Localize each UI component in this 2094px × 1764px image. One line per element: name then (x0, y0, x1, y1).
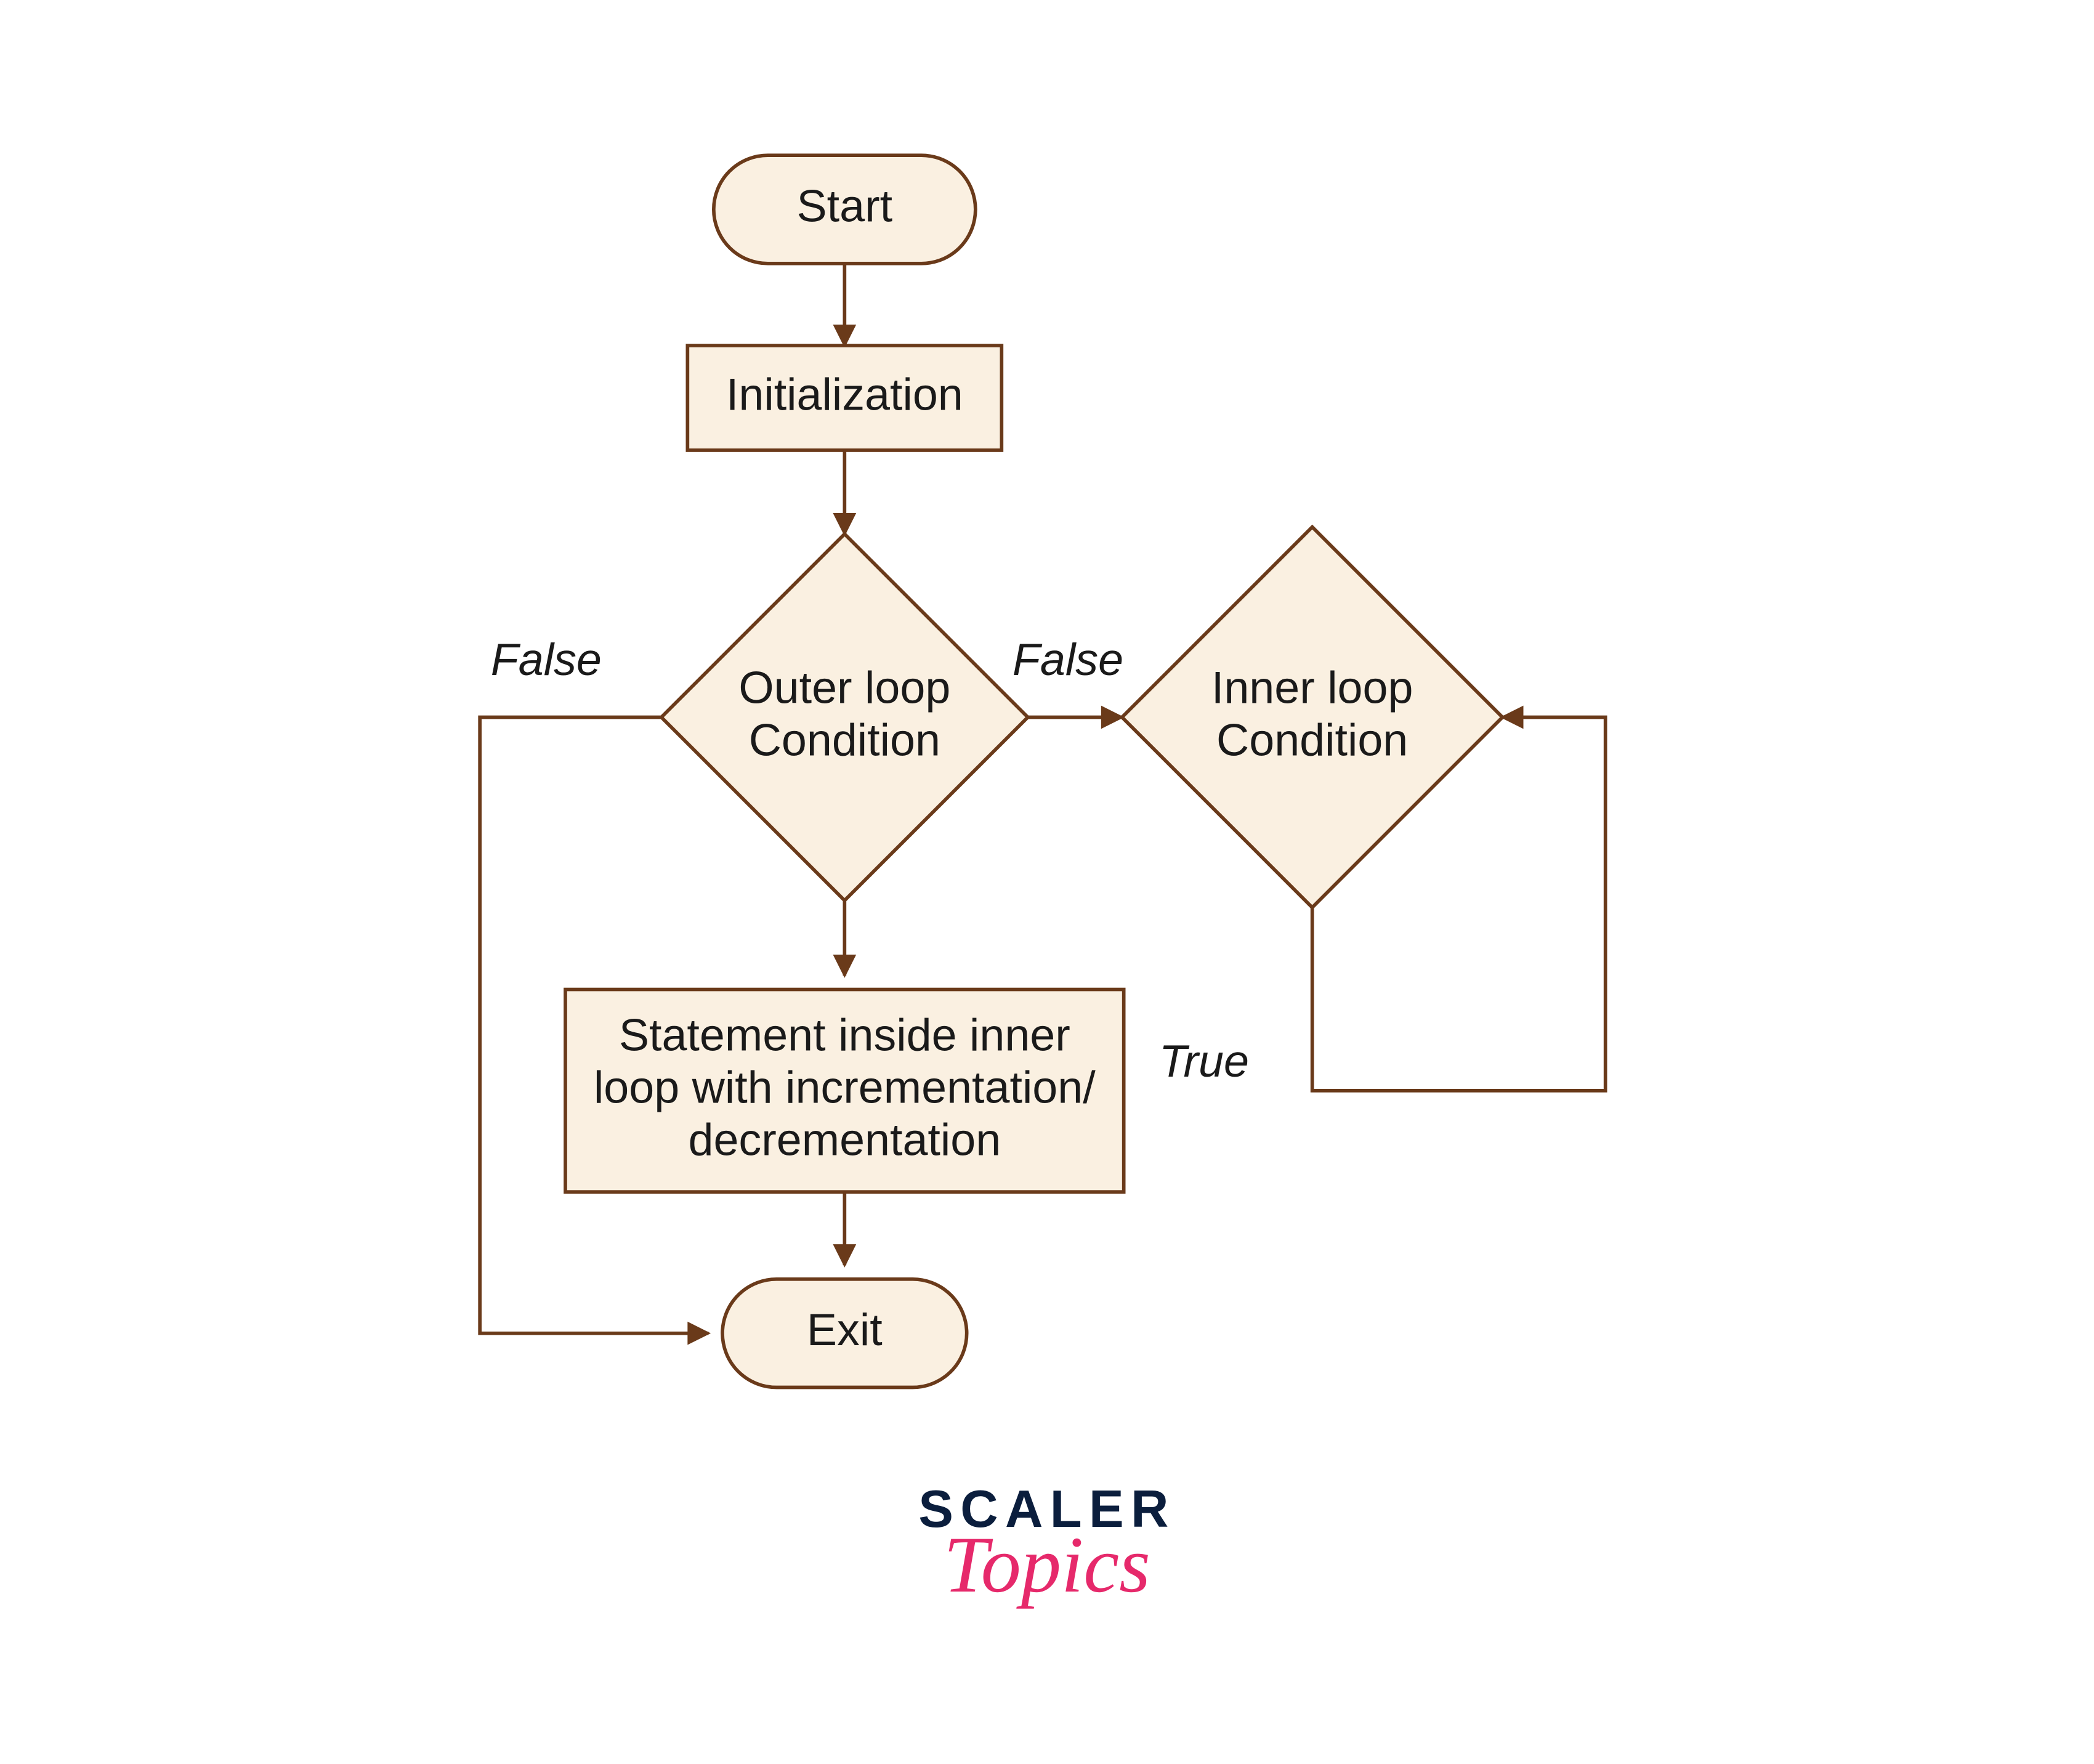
node-exit: Exit (722, 1279, 967, 1388)
edge-label-outer-exit: False (491, 634, 602, 685)
node-start: Start (714, 155, 976, 264)
node-init-text: Initialization (726, 368, 963, 419)
node-inner: Inner loopCondition (1122, 527, 1503, 908)
node-inner-text: Condition (1216, 714, 1408, 765)
node-inner-text: Inner loop (1211, 662, 1413, 713)
edge-label-inner-inner: True (1159, 1035, 1249, 1086)
node-exit-text: Exit (807, 1304, 883, 1355)
node-outer: Outer loopCondition (661, 534, 1028, 900)
logo-line2: Topics (944, 1521, 1150, 1609)
flowchart-canvas: False False True Start Initialization Outer l… (0, 0, 2094, 1763)
edge-label-outer-inner: False (1013, 634, 1123, 685)
scaler-topics-logo: SCALERTopics (918, 1480, 1175, 1609)
node-stmt: Statement inside innerloop with incremen… (565, 989, 1124, 1192)
node-start-text: Start (797, 180, 893, 231)
node-outer-text: Condition (749, 714, 940, 765)
node-stmt-text: loop with incrementation/ (594, 1061, 1096, 1112)
node-stmt-text: Statement inside inner (619, 1009, 1070, 1060)
node-outer-text: Outer loop (738, 662, 950, 713)
node-stmt-text: decrementation (688, 1114, 1001, 1165)
node-init: Initialization (687, 346, 1001, 450)
nodes-layer: StartInitializationOuter loopConditionIn… (565, 155, 1502, 1387)
